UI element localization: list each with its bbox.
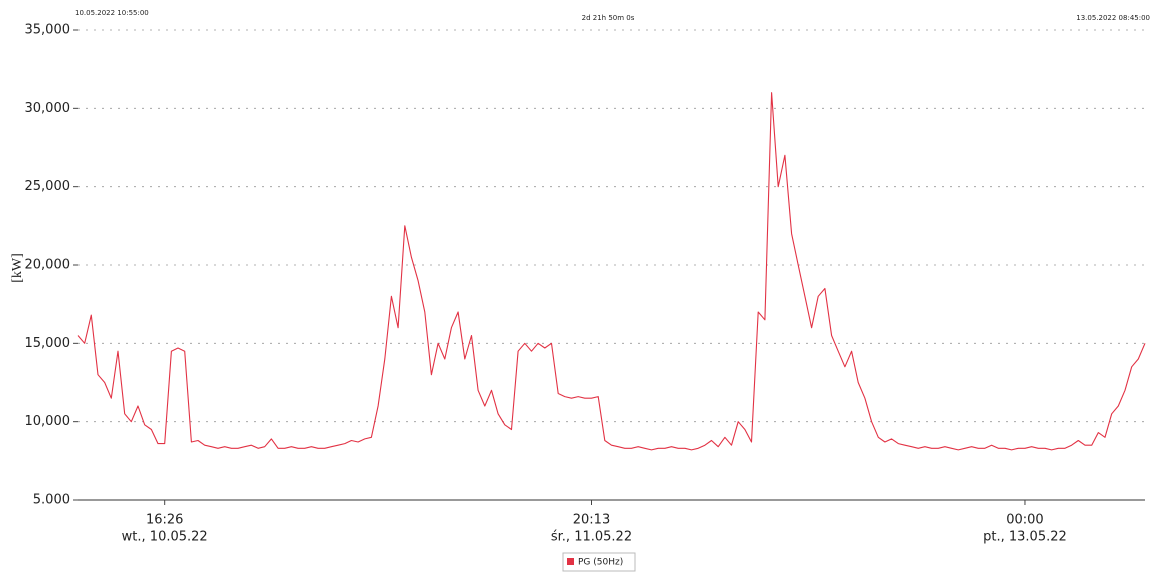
x-tick-label: 16:26 (146, 513, 183, 528)
legend-swatch (567, 558, 574, 565)
y-axis-label: [kW] (10, 253, 25, 283)
x-tick-label: 00:00 (1006, 513, 1043, 528)
legend-label: PG (50Hz) (578, 558, 623, 568)
header-left: 10.05.2022 10:55:00 (75, 9, 149, 17)
x-tick-date: pt., 13.05.22 (983, 530, 1067, 545)
y-tick-label: 10,000 (25, 414, 71, 429)
y-tick-label: 20,000 (25, 258, 71, 273)
x-tick-date: wt., 10.05.22 (122, 530, 208, 545)
header-center: 2d 21h 50m 0s (582, 14, 635, 22)
y-tick-label: 5.000 (33, 493, 70, 508)
x-tick-date: śr., 11.05.22 (551, 530, 632, 545)
data-line (77, 92, 1146, 451)
y-tick-label: 30,000 (25, 101, 71, 116)
legend-box (562, 552, 636, 572)
y-tick-label: 15,000 (25, 336, 71, 351)
y-tick-label: 35,000 (25, 23, 71, 38)
header-right: 13.05.2022 08:45:00 (1076, 14, 1150, 22)
y-tick-label: 25,000 (25, 179, 71, 194)
x-tick-label: 20:13 (573, 513, 610, 528)
